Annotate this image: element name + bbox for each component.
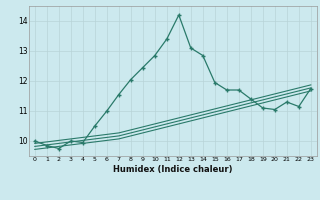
X-axis label: Humidex (Indice chaleur): Humidex (Indice chaleur) [113,165,233,174]
